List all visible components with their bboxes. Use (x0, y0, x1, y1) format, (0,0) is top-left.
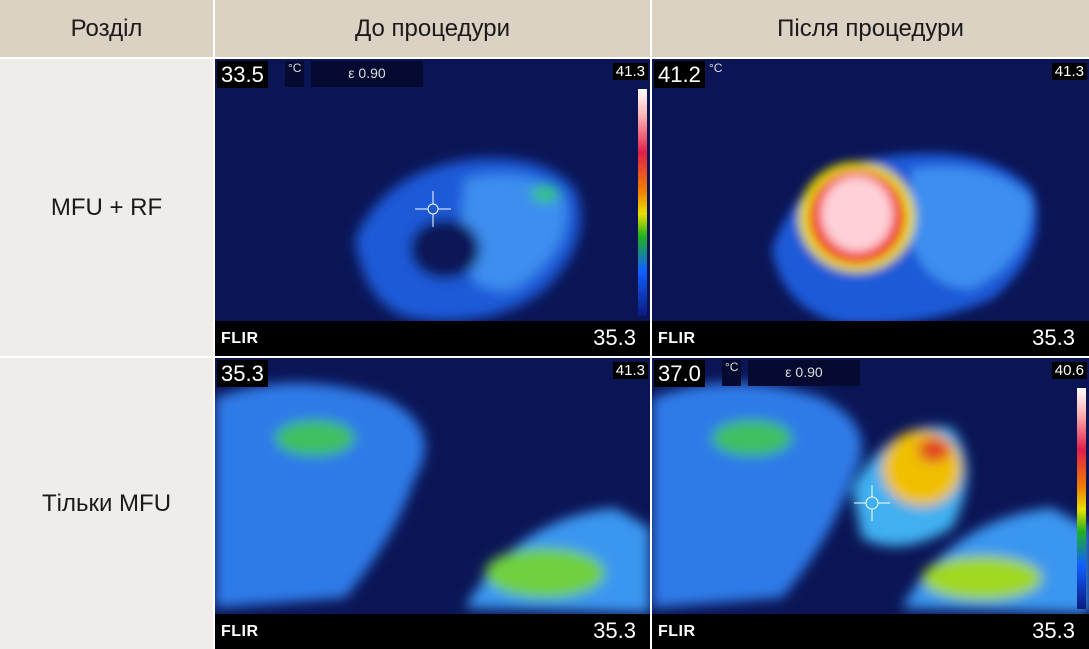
spot-temperature: 33.5 (217, 61, 268, 88)
scale-max: 40.6 (1051, 362, 1087, 379)
emissivity-label: ε 0.90 (311, 61, 423, 87)
header-before: До процедури (215, 0, 650, 57)
spot-temperature: 37.0 (654, 360, 705, 387)
header-section: Розділ (0, 0, 213, 57)
scale-min: 35.3 (593, 325, 636, 350)
flir-logo: FLIR (221, 623, 259, 640)
spot-temperature: 35.3 (217, 360, 268, 387)
footer-bar: FLIR 35.3 (652, 321, 1089, 356)
scale-min: 35.3 (1032, 325, 1075, 350)
crosshair-icon (415, 191, 451, 227)
unit-label: °C (722, 360, 742, 386)
color-scale-bar (1077, 388, 1086, 609)
thermal-image-content (215, 383, 650, 613)
thermal-image-mfu-rf-before: 33.5 °C ε 0.90 41.3 FLIR 35.3 (215, 59, 650, 356)
scale-min: 35.3 (1032, 618, 1075, 643)
flir-logo: FLIR (221, 330, 259, 347)
thermal-image-mfu-only-before: 35.3 41.3 FLIR 35.3 (215, 358, 650, 649)
unit-label: °C (285, 61, 305, 87)
emissivity-label: ε 0.90 (748, 360, 860, 386)
header-after: Після процедури (652, 0, 1089, 57)
thermal-image-content (772, 153, 1037, 325)
footer-bar: FLIR 35.3 (215, 321, 650, 356)
spot-temperature: 41.2 (654, 61, 705, 88)
color-scale-bar (638, 89, 647, 316)
thermal-image-mfu-only-after: 37.0 °C ε 0.90 40.6 FLIR 35.3 (652, 358, 1089, 649)
thermal-image-mfu-rf-after: 41.2 °C 41.3 FLIR 35.3 (652, 59, 1089, 356)
footer-bar: FLIR 35.3 (215, 614, 650, 649)
flir-logo: FLIR (658, 623, 696, 640)
flir-logo: FLIR (658, 330, 696, 347)
scale-max: 41.3 (612, 63, 648, 80)
crosshair-icon (854, 485, 890, 521)
scale-max: 41.3 (1051, 63, 1087, 80)
row-label-mfu-only: Тільки MFU (0, 358, 213, 649)
row-label-mfu-rf: MFU + RF (0, 59, 213, 356)
scale-max: 41.3 (612, 362, 648, 379)
unit-label: °C (709, 61, 723, 75)
thermal-image-content (652, 383, 1089, 613)
scale-min: 35.3 (593, 618, 636, 643)
footer-bar: FLIR 35.3 (652, 614, 1089, 649)
thermal-image-content (355, 158, 581, 321)
